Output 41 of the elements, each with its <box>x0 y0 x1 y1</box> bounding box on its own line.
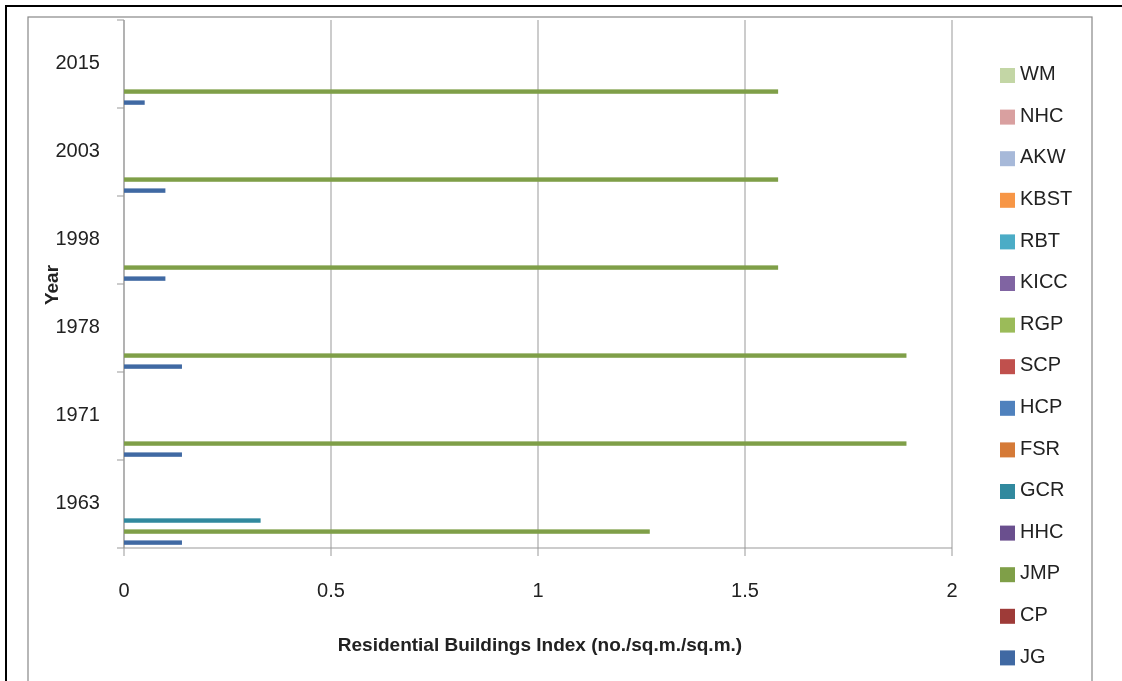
bar <box>124 265 779 270</box>
legend-label: HCP <box>1020 395 1063 418</box>
legend-label: AKW <box>1020 145 1066 168</box>
legend-label: KICC <box>1020 270 1068 293</box>
y-tick-label: 1978 <box>55 315 100 338</box>
bar <box>124 177 779 182</box>
bar <box>124 518 261 523</box>
y-axis-title: Year <box>41 264 62 306</box>
bar <box>124 452 182 457</box>
x-tick-label: 1 <box>532 579 544 601</box>
x-tick-label: 2 <box>946 579 958 601</box>
y-tick-label: 2015 <box>55 51 100 74</box>
legend-label: JG <box>1020 644 1046 667</box>
legend-label: SCP <box>1020 353 1062 376</box>
y-tick-label: 1998 <box>55 227 100 250</box>
legend-label: WM <box>1020 62 1056 85</box>
legend-label: NHC <box>1020 103 1064 126</box>
bar <box>124 364 182 369</box>
x-tick-label: 0.5 <box>317 579 345 601</box>
bar <box>124 540 182 545</box>
legend-label: HHC <box>1020 519 1064 542</box>
bar <box>124 276 166 281</box>
bar <box>124 441 907 446</box>
legend-label: CP <box>1020 603 1048 626</box>
y-tick-label: 1963 <box>55 491 100 514</box>
legend-label: FSR <box>1020 436 1060 459</box>
bar <box>124 188 166 193</box>
legend-label: RGP <box>1020 311 1064 334</box>
bar <box>124 89 779 94</box>
legend-label: KBST <box>1020 187 1073 210</box>
x-axis-title: Residential Buildings Index (no./sq.m./sq.m.) <box>337 634 743 655</box>
bar <box>124 529 650 534</box>
y-tick-label: 1971 <box>55 403 100 426</box>
legend-label: GCR <box>1020 478 1065 501</box>
legend-label: RBT <box>1020 228 1060 251</box>
legend-label: JMP <box>1020 561 1060 584</box>
y-tick-label: 2003 <box>55 139 100 162</box>
x-tick-label: 0 <box>118 579 130 601</box>
x-tick-label: 1.5 <box>731 579 759 601</box>
bar <box>124 353 907 358</box>
bar <box>124 100 145 105</box>
